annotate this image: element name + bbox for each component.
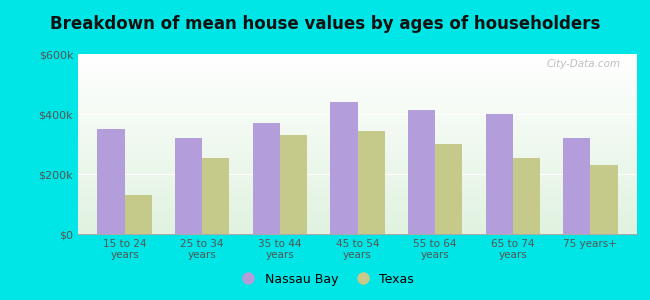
Bar	[330, 102, 358, 234]
Bar	[202, 158, 229, 234]
Text: City-Data.com: City-Data.com	[546, 59, 620, 69]
Bar	[590, 165, 618, 234]
Bar	[358, 130, 385, 234]
Bar	[125, 195, 151, 234]
Bar	[564, 138, 590, 234]
Bar	[408, 110, 435, 234]
Bar	[253, 123, 280, 234]
Bar	[98, 129, 125, 234]
Bar	[280, 135, 307, 234]
Bar	[435, 144, 462, 234]
Legend: Nassau Bay, Texas: Nassau Bay, Texas	[231, 268, 419, 291]
Bar	[486, 114, 513, 234]
Text: Breakdown of mean house values by ages of householders: Breakdown of mean house values by ages o…	[50, 15, 600, 33]
Bar	[513, 158, 540, 234]
Bar	[175, 138, 202, 234]
